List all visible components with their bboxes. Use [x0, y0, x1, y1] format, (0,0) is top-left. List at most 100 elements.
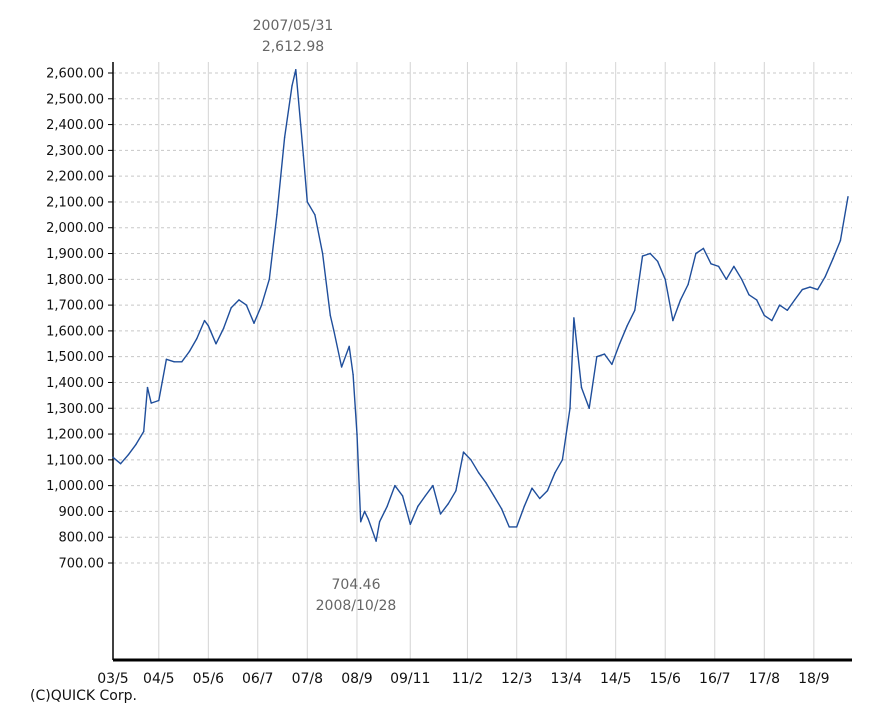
data-point [295, 69, 297, 71]
y-tick-label: 2,200.00 [46, 170, 104, 185]
data-point [462, 451, 465, 453]
data-point [356, 433, 358, 435]
annotations: 2007/05/31 2,612.98 704.46 2008/10/28 [253, 18, 397, 614]
y-tick-label: 2,300.00 [46, 144, 104, 159]
data-point [778, 304, 781, 306]
series-group [112, 69, 849, 542]
data-point [401, 495, 404, 497]
x-tick-label: 17/8 [749, 671, 780, 687]
data-point [725, 278, 727, 280]
data-point [222, 327, 225, 329]
data-point [794, 299, 796, 301]
data-point [230, 307, 232, 309]
data-point [238, 299, 240, 301]
data-point [188, 350, 191, 353]
x-tick-label: 03/5 [97, 671, 128, 687]
data-point [321, 252, 324, 255]
x-tick-label: 15/6 [649, 671, 681, 687]
data-point [672, 319, 674, 322]
x-axis-ticks: 03/5 04/5 05/6 06/7 07/8 08/9 09/11 11/2 12/3 13/… [97, 671, 829, 687]
data-point [634, 309, 636, 311]
data-point [580, 386, 583, 389]
data-point [554, 472, 556, 474]
data-point [352, 374, 354, 376]
peak-date-annotation: 2007/05/31 [253, 18, 334, 34]
data-point [493, 495, 495, 497]
y-tick-label: 1,900.00 [46, 247, 104, 262]
data-point [360, 521, 362, 523]
data-point [809, 286, 811, 288]
x-tick-label: 08/9 [341, 671, 372, 687]
data-point [500, 508, 503, 510]
data-point [847, 196, 849, 198]
data-point [561, 459, 564, 461]
data-point [150, 402, 152, 404]
y-tick-label: 1,100.00 [46, 453, 104, 468]
data-point [363, 510, 366, 513]
data-point [477, 472, 480, 474]
data-point [626, 325, 628, 327]
data-point [546, 490, 549, 492]
data-point [245, 304, 248, 306]
y-tick-label: 1,600.00 [46, 324, 104, 339]
data-point [588, 407, 590, 409]
data-point [329, 314, 331, 317]
data-point [207, 325, 209, 327]
data-point [119, 463, 122, 465]
y-tick-label: 700.00 [59, 557, 105, 572]
peak-value-annotation: 2,612.98 [262, 39, 324, 55]
data-point [283, 136, 286, 139]
data-point [158, 399, 160, 402]
data-point [687, 283, 689, 286]
y-tick-label: 1,500.00 [46, 350, 104, 365]
y-tick-label: 2,400.00 [46, 118, 104, 133]
data-point [470, 459, 472, 461]
y-tick-label: 900.00 [59, 505, 105, 520]
y-tick-label: 2,500.00 [46, 92, 104, 107]
data-point [539, 497, 541, 500]
data-point [173, 361, 175, 363]
data-point [394, 484, 396, 487]
data-point [641, 255, 644, 257]
x-tick-label: 04/5 [143, 671, 174, 687]
data-point [196, 337, 198, 340]
x-tick-label: 07/8 [292, 671, 323, 687]
y-tick-label: 2,000.00 [46, 221, 104, 236]
grid-lines [112, 62, 852, 660]
data-point [165, 358, 168, 360]
data-point [756, 299, 758, 301]
y-tick-label: 1,300.00 [46, 402, 104, 417]
data-point [748, 294, 750, 296]
data-point [268, 278, 270, 280]
data-point [717, 265, 720, 268]
data-point [378, 521, 381, 523]
x-tick-label: 11/2 [452, 671, 483, 687]
data-point [816, 288, 819, 291]
data-point [656, 260, 659, 262]
data-point [260, 304, 263, 306]
y-axis-ticks: 2,600.00 2,500.00 2,400.00 2,300.00 2,200.00… [46, 67, 113, 572]
data-point [314, 214, 316, 216]
data-point [573, 317, 575, 319]
data-point [485, 482, 487, 484]
data-point [181, 361, 183, 363]
x-tick-label: 12/3 [501, 671, 532, 687]
axes [112, 62, 852, 662]
copyright-credit: (C)QUICK Corp. [30, 688, 137, 704]
data-point [253, 322, 255, 324]
data-point [291, 85, 293, 87]
data-point [375, 540, 377, 542]
data-point [127, 454, 130, 456]
y-tick-label: 800.00 [59, 531, 105, 546]
data-point [203, 319, 206, 322]
data-point [832, 258, 834, 260]
data-point [112, 456, 114, 458]
data-point [710, 263, 712, 265]
data-point [786, 309, 788, 311]
x-tick-label: 09/11 [390, 671, 430, 687]
data-point [801, 288, 803, 291]
data-point [839, 239, 842, 242]
y-tick-label: 2,100.00 [46, 195, 104, 210]
data-point [611, 363, 613, 366]
data-point [618, 343, 621, 345]
